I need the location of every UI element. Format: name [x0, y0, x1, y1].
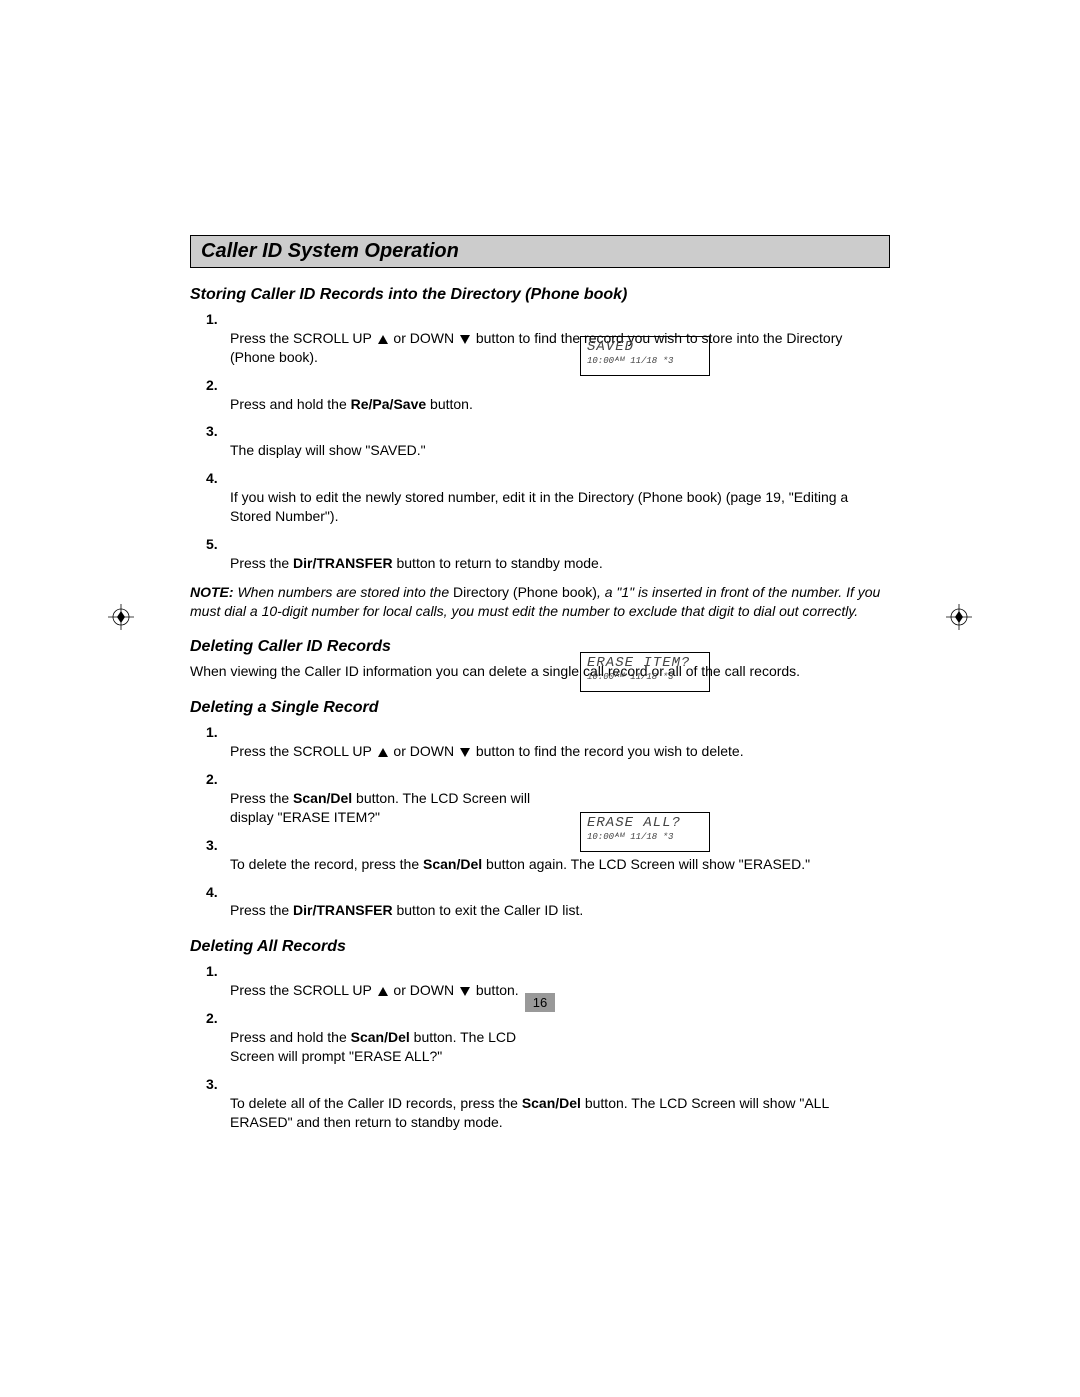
step-item: To delete the record, press the Scan/Del… [230, 836, 890, 874]
note-label: NOTE: [190, 584, 234, 600]
triangle-up-icon [378, 335, 388, 344]
lcd-line1: ERASE ALL? [587, 815, 703, 831]
step-text: Press the Scan/Del button. The LCD Scree… [230, 789, 560, 827]
button-name-label: Re/Pa/Save [351, 396, 427, 412]
section-title-del-records: Deleting Caller ID Records [190, 638, 890, 656]
manual-page: Caller ID System Operation Storing Calle… [0, 0, 1080, 1397]
note-block: NOTE: When numbers are stored into the D… [190, 583, 890, 621]
page-number: 16 [0, 993, 1080, 1012]
registration-mark-right-icon [946, 604, 972, 630]
step-text: Press the Dir/TRANSFER button to exit th… [230, 901, 890, 920]
step-item: Press the Scan/Del button. The LCD Scree… [230, 770, 890, 827]
step-text: Press the SCROLL UP or DOWN button to fi… [230, 329, 890, 367]
button-name-label: Scan/Del [293, 790, 352, 806]
step-item: Press the SCROLL UP or DOWN button to fi… [230, 310, 890, 367]
del-records-intro: When viewing the Caller ID information y… [190, 662, 890, 681]
step-item: The display will show "SAVED." [230, 422, 890, 460]
triangle-down-icon [460, 335, 470, 344]
steps-del-all: Press the SCROLL UP or DOWN button.Press… [190, 962, 890, 1131]
lcd-erase-item: ERASE ITEM? 10:00ᴬᴹ 11/18 *3 [580, 652, 710, 692]
button-name-label: Dir/TRANSFER [293, 555, 393, 571]
button-name-label: Scan/Del [522, 1095, 581, 1111]
section-title-del-single: Deleting a Single Record [190, 699, 890, 717]
button-name-label: Scan/Del [351, 1029, 410, 1045]
section-title-storing: Storing Caller ID Records into the Direc… [190, 286, 890, 304]
page-number-value: 16 [525, 993, 555, 1012]
italic-text: When numbers are stored into the [234, 584, 453, 600]
step-text: If you wish to edit the newly stored num… [230, 488, 890, 526]
triangle-down-icon [460, 748, 470, 757]
step-item: To delete all of the Caller ID records, … [230, 1075, 890, 1132]
step-text: To delete all of the Caller ID records, … [230, 1094, 890, 1132]
step-item: Press and hold the Re/Pa/Save button. [230, 376, 890, 414]
step-text: To delete the record, press the Scan/Del… [230, 855, 890, 874]
steps-del-single: Press the SCROLL UP or DOWN button to fi… [190, 723, 890, 920]
step-text: Press and hold the Re/Pa/Save button. [230, 395, 560, 414]
lcd-erase-all: ERASE ALL? 10:00ᴬᴹ 11/18 *3 [580, 812, 710, 852]
registration-mark-left-icon [108, 604, 134, 630]
step-item: Press the Dir/TRANSFER button to return … [230, 535, 890, 573]
button-name-label: Scan/Del [423, 856, 482, 872]
lcd-saved: SAVED 10:00ᴬᴹ 11/18 *3 [580, 336, 710, 376]
button-name-label: Dir/TRANSFER [293, 902, 393, 918]
step-item: If you wish to edit the newly stored num… [230, 469, 890, 526]
title-bar: Caller ID System Operation [190, 235, 890, 268]
triangle-up-icon [378, 748, 388, 757]
lcd-line2: 10:00ᴬᴹ 11/18 *3 [587, 356, 703, 366]
step-text: Press the Dir/TRANSFER button to return … [230, 554, 890, 573]
lcd-line2: 10:00ᴬᴹ 11/18 *3 [587, 672, 703, 682]
section-title-del-all: Deleting All Records [190, 938, 890, 956]
lcd-line1: SAVED [587, 339, 703, 355]
step-item: Press and hold the Scan/Del button. The … [230, 1009, 890, 1066]
lcd-line1: ERASE ITEM? [587, 655, 703, 671]
step-item: Press the Dir/TRANSFER button to exit th… [230, 883, 890, 921]
steps-storing: Press the SCROLL UP or DOWN button to fi… [190, 310, 890, 573]
step-text: Press and hold the Scan/Del button. The … [230, 1028, 560, 1066]
step-text: Press the SCROLL UP or DOWN button to fi… [230, 742, 890, 761]
step-item: Press the SCROLL UP or DOWN button to fi… [230, 723, 890, 761]
step-text: The display will show "SAVED." [230, 441, 560, 460]
lcd-line2: 10:00ᴬᴹ 11/18 *3 [587, 832, 703, 842]
